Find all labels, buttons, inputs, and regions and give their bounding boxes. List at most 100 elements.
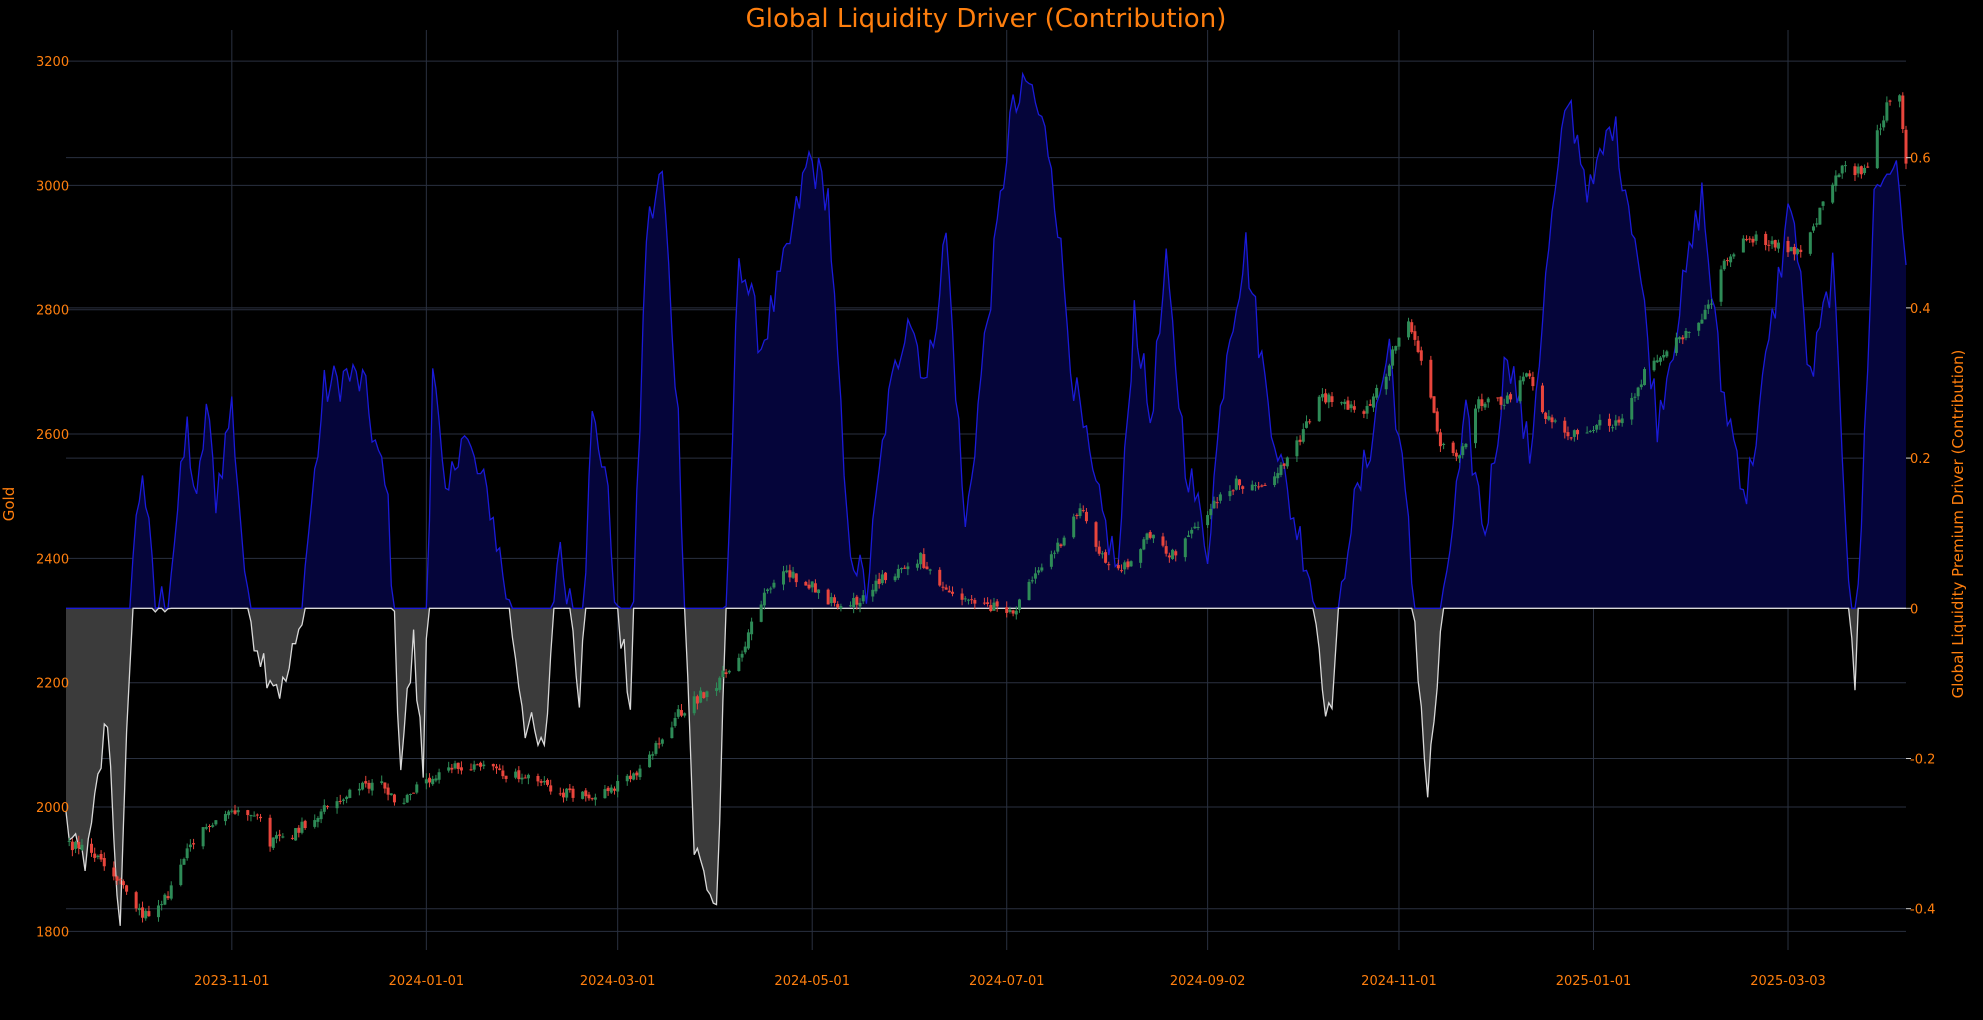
left-tick-label: 3000 bbox=[36, 179, 69, 194]
candle-up bbox=[1700, 319, 1704, 324]
candle-down bbox=[297, 827, 301, 833]
candle-down bbox=[1888, 100, 1892, 102]
candle-up bbox=[1553, 420, 1557, 422]
candle-down bbox=[903, 567, 907, 569]
candle-down bbox=[1866, 166, 1870, 168]
candle-down bbox=[1059, 544, 1063, 547]
candle-down bbox=[922, 554, 926, 568]
candle-down bbox=[1116, 565, 1120, 569]
candle-down bbox=[166, 896, 170, 899]
candle-up bbox=[1697, 322, 1701, 331]
candle-down bbox=[657, 743, 661, 745]
candle-down bbox=[1419, 350, 1423, 361]
candle-up bbox=[715, 688, 719, 691]
candle-down bbox=[1786, 240, 1790, 253]
candle-down bbox=[290, 837, 294, 839]
candle-up bbox=[520, 777, 524, 780]
candle-up bbox=[1317, 396, 1321, 422]
candle-up bbox=[1473, 408, 1477, 444]
candle-down bbox=[558, 793, 562, 795]
candle-down bbox=[115, 876, 119, 881]
candle-down bbox=[1563, 420, 1567, 433]
candle-up bbox=[1818, 207, 1822, 225]
candle-up bbox=[1397, 337, 1401, 347]
candle-up bbox=[791, 571, 795, 578]
candle-up bbox=[179, 864, 183, 886]
candle-up bbox=[1442, 443, 1446, 446]
candle-up bbox=[1234, 478, 1238, 490]
candle-down bbox=[1901, 95, 1905, 130]
candle-down bbox=[1011, 610, 1015, 614]
candle-down bbox=[1617, 419, 1621, 423]
candle-up bbox=[1365, 405, 1369, 414]
candle-up bbox=[1375, 387, 1379, 398]
candle-up bbox=[638, 768, 642, 778]
candle-up bbox=[769, 588, 773, 590]
axis-ticks: 2023-11-01 2024-01-01 2024-03-01 2024-05-01… bbox=[36, 55, 1935, 989]
candle-up bbox=[1129, 561, 1133, 567]
candle-down bbox=[561, 792, 565, 798]
candle-down bbox=[1107, 564, 1111, 566]
candle-up bbox=[345, 796, 349, 800]
candle-down bbox=[1161, 536, 1165, 546]
candle-down bbox=[587, 794, 591, 799]
candle-up bbox=[67, 840, 71, 842]
candle-down bbox=[826, 589, 830, 605]
candle-up bbox=[1572, 430, 1576, 437]
candle-down bbox=[1859, 166, 1863, 175]
candle-down bbox=[1799, 249, 1803, 252]
candle-down bbox=[1566, 432, 1570, 437]
candle-up bbox=[785, 570, 789, 573]
candle-up bbox=[762, 592, 766, 606]
candle-up bbox=[1639, 384, 1643, 388]
candle-down bbox=[246, 810, 250, 816]
candle-down bbox=[70, 841, 74, 851]
candle-up bbox=[156, 905, 160, 918]
right-tick-label: -0.4 bbox=[1910, 903, 1935, 918]
candle-up bbox=[188, 844, 192, 848]
candle-down bbox=[1260, 485, 1264, 487]
candle-up bbox=[249, 815, 253, 817]
candle-down bbox=[606, 787, 610, 791]
candle-down bbox=[1748, 238, 1752, 240]
candle-down bbox=[233, 810, 237, 814]
candle-up bbox=[1340, 402, 1344, 404]
candle-up bbox=[1049, 554, 1053, 567]
candle-down bbox=[1174, 551, 1178, 556]
candle-down bbox=[1904, 129, 1908, 164]
candle-down bbox=[568, 788, 572, 791]
candle-down bbox=[1569, 437, 1573, 439]
candle-up bbox=[782, 571, 786, 585]
candle-down bbox=[1499, 396, 1503, 405]
candle-up bbox=[1840, 165, 1844, 174]
candle-up bbox=[1643, 369, 1647, 386]
right-tick-label: 0.6 bbox=[1910, 152, 1931, 167]
chart-title: Global Liquidity Driver (Contribution) bbox=[746, 4, 1227, 34]
x-tick-label: 2024-07-01 bbox=[969, 974, 1045, 989]
right-tick-label: -0.2 bbox=[1910, 752, 1935, 767]
candle-up bbox=[214, 820, 218, 825]
right-axis-label: Global Liquidity Premium Driver (Contrib… bbox=[1949, 350, 1967, 699]
left-axis-label: Gold bbox=[0, 487, 18, 522]
candle-up bbox=[648, 754, 652, 768]
candle-down bbox=[584, 790, 588, 797]
candle-down bbox=[941, 586, 945, 588]
candle-down bbox=[1120, 570, 1124, 572]
candle-up bbox=[1327, 394, 1331, 403]
driver-series bbox=[65, 71, 1907, 926]
candle-up bbox=[1190, 529, 1194, 534]
candle-up bbox=[201, 827, 205, 847]
candle-up bbox=[654, 743, 658, 754]
candle-up bbox=[593, 797, 597, 800]
candle-up bbox=[1212, 500, 1216, 509]
candle-up bbox=[316, 818, 320, 822]
candle-up bbox=[1056, 542, 1060, 552]
candle-up bbox=[737, 657, 741, 671]
candle-down bbox=[456, 762, 460, 770]
candle-down bbox=[1231, 490, 1235, 492]
candle-up bbox=[1525, 373, 1529, 377]
candle-up bbox=[424, 779, 428, 784]
candle-down bbox=[1540, 385, 1544, 413]
candle-down bbox=[1435, 411, 1439, 432]
candle-down bbox=[367, 782, 371, 789]
